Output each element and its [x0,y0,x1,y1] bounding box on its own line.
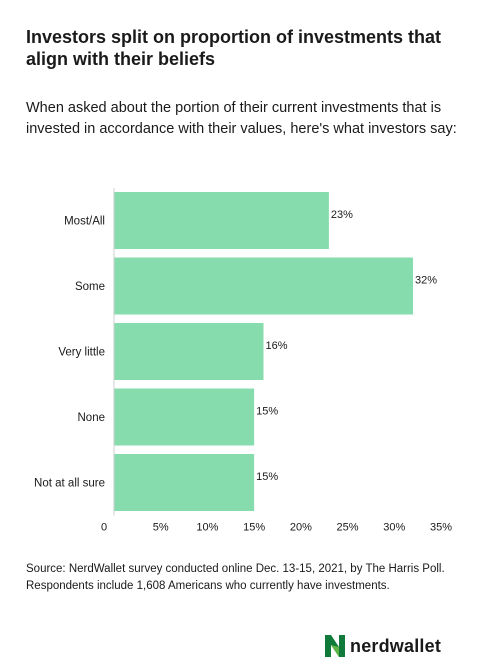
x-tick-label-5: 25% [337,522,359,534]
chart-title: Investors split on proportion of investm… [26,27,442,69]
category-label-4: Not at all sure [34,478,105,490]
logo-wordmark: nerdwallet [350,635,442,656]
bar-3 [114,388,255,446]
x-tick-label-3: 15% [243,522,265,534]
x-tick-label-0: 0 [101,522,107,534]
bar-2 [114,323,264,380]
value-label-1: 32% [415,275,437,287]
nerdwallet-n-logo-icon [325,635,345,657]
bar-1 [114,257,413,315]
x-tick-label-6: 30% [383,522,405,534]
x-tick-label-4: 20% [290,522,312,534]
x-tick-label-2: 10% [196,522,218,534]
bar-0 [114,192,329,249]
nerdwallet-logo: nerdwallet [324,631,441,661]
bar-4 [114,454,255,511]
bar-chart: Most/All 23% Some 32% Very little 16% None 15% N… [34,188,452,534]
x-tick-label-7: 35% [430,522,452,534]
category-label-1: Some [75,281,105,293]
category-label-0: Most/All [64,216,105,228]
value-label-4: 15% [256,471,278,483]
value-label-2: 16% [265,340,287,352]
value-label-3: 15% [256,406,278,418]
x-tick-label-1: 5% [153,522,169,534]
value-label-0: 23% [331,209,353,221]
category-label-3: None [78,412,106,424]
category-label-2: Very little [58,347,105,359]
source-note: Source: NerdWallet survey conducted onli… [26,563,445,592]
chart-subtitle: When asked about the portion of their cu… [26,100,457,137]
